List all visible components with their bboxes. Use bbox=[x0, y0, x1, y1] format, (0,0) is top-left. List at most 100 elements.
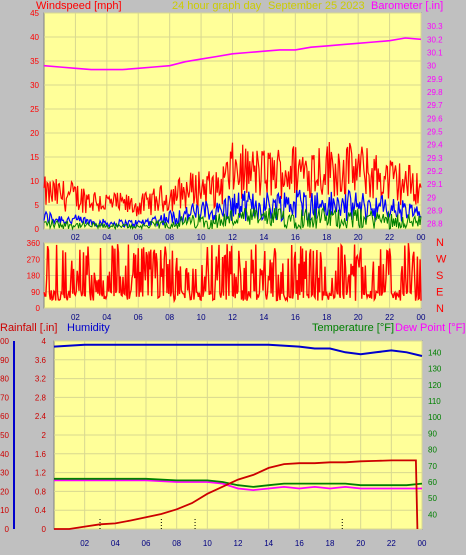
direction-y-tick-label: 180 bbox=[27, 272, 41, 281]
direction-x-tick-label: 00 bbox=[417, 313, 426, 322]
wind-y-tick-label: 0 bbox=[35, 225, 40, 234]
rain-x-tick-label: 00 bbox=[418, 539, 427, 548]
barometer-y-tick-label: 29.1 bbox=[427, 180, 443, 189]
wind-series bbox=[43, 37, 422, 231]
direction-x-tick-label: 16 bbox=[291, 313, 300, 322]
humidity-y-tick-label: 10 bbox=[0, 506, 9, 515]
temp-y-tick-label: 40 bbox=[428, 510, 437, 519]
rain-x-tick-label: 14 bbox=[264, 539, 273, 548]
compass-label: N bbox=[436, 303, 444, 315]
humidity-y-tick-label: 70 bbox=[0, 393, 9, 402]
direction-y-tick-label: 360 bbox=[27, 239, 41, 248]
barometer-y-tick-label: 30.2 bbox=[427, 35, 443, 44]
rain-y-tick-label: 2.8 bbox=[35, 393, 47, 402]
wind-average-line bbox=[43, 189, 422, 229]
humidity-y-tick-label: 80 bbox=[0, 375, 9, 384]
temp-y-tick-label: 130 bbox=[428, 365, 442, 374]
temperature-label: Temperature [°F] bbox=[312, 322, 394, 334]
temperature-line bbox=[54, 477, 423, 488]
rain-y-tick-label: 2 bbox=[42, 431, 47, 440]
rain-temp-axes: 0 010 0.420 0.830 1.240 1.650 260 2.470 2.880 3.2… bbox=[0, 337, 442, 548]
wind-y-tick-label: 5 bbox=[35, 201, 40, 210]
rain-temp-series bbox=[53, 343, 423, 530]
rain-x-tick-label: 04 bbox=[111, 539, 120, 548]
temp-y-tick-label: 60 bbox=[428, 478, 437, 487]
rain-y-tick-label: 2.4 bbox=[35, 412, 47, 421]
wind-y-tick-label: 30 bbox=[30, 81, 39, 90]
wind-x-tick-label: 14 bbox=[259, 233, 268, 242]
temp-y-tick-label: 140 bbox=[428, 348, 442, 357]
barometer-y-tick-label: 30.3 bbox=[427, 22, 443, 31]
humidity-y-tick-label: 90 bbox=[0, 356, 9, 365]
rain-x-tick-label: 06 bbox=[142, 539, 151, 548]
rain-y-tick-label: 1.2 bbox=[35, 469, 47, 478]
barometer-y-tick-label: 29.7 bbox=[427, 101, 443, 110]
wind-y-tick-label: 10 bbox=[30, 177, 39, 186]
direction-x-tick-label: 06 bbox=[134, 313, 143, 322]
rain-y-tick-label: 0.4 bbox=[35, 506, 47, 515]
temp-y-tick-label: 50 bbox=[428, 494, 437, 503]
wind-axes: 0 5 10 15 20 25 30 35 40 45 28.8 28.9 29 29.1 29.2 29.3… bbox=[30, 9, 443, 242]
barometer-y-tick-label: 29.2 bbox=[427, 167, 443, 176]
barometer-title: Barometer [.in] bbox=[371, 0, 443, 12]
direction-x-tick-label: 22 bbox=[385, 313, 394, 322]
temp-y-tick-label: 100 bbox=[428, 413, 442, 422]
wind-x-tick-label: 18 bbox=[322, 233, 331, 242]
rain-y-tick-label: 4 bbox=[42, 337, 47, 346]
wind-y-tick-label: 20 bbox=[30, 129, 39, 138]
humidity-label: Humidity bbox=[67, 322, 110, 334]
rain-x-tick-label: 08 bbox=[172, 539, 181, 548]
rain-y-tick-label: 0 bbox=[42, 525, 47, 534]
rain-y-tick-label: 1.6 bbox=[35, 450, 47, 459]
barometer-y-tick-label: 29.6 bbox=[427, 114, 443, 123]
rain-x-tick-label: 10 bbox=[203, 539, 212, 548]
rain-temp-grid bbox=[54, 340, 423, 530]
direction-y-tick-label: 0 bbox=[36, 304, 41, 313]
dewpoint-label: Dew Point [°F] bbox=[395, 322, 465, 334]
humidity-y-tick-label: 20 bbox=[0, 487, 9, 496]
rain-x-tick-label: 02 bbox=[80, 539, 89, 548]
compass-label: S bbox=[436, 270, 443, 282]
rainfall-label: Rainfall [.in] bbox=[0, 322, 57, 334]
barometer-y-tick-label: 29 bbox=[427, 193, 436, 202]
wind-x-tick-label: 02 bbox=[71, 233, 80, 242]
barometer-y-tick-label: 30.1 bbox=[427, 49, 443, 58]
direction-x-tick-label: 14 bbox=[259, 313, 268, 322]
direction-x-tick-label: 10 bbox=[197, 313, 206, 322]
graph-date: September 25 2023 bbox=[268, 0, 365, 12]
barometer-y-tick-label: 30 bbox=[427, 62, 436, 71]
wind-y-tick-label: 35 bbox=[30, 57, 39, 66]
wind-x-tick-label: 16 bbox=[291, 233, 300, 242]
wind-x-tick-label: 22 bbox=[385, 233, 394, 242]
rain-x-tick-label: 16 bbox=[295, 539, 304, 548]
barometer-y-tick-label: 29.5 bbox=[427, 128, 443, 137]
direction-x-tick-label: 08 bbox=[165, 313, 174, 322]
rain-x-tick-label: 20 bbox=[356, 539, 365, 548]
rainfall-line bbox=[54, 459, 419, 530]
direction-x-tick-label: 02 bbox=[71, 313, 80, 322]
wind-y-tick-label: 25 bbox=[30, 105, 39, 114]
wind-y-tick-label: 40 bbox=[30, 33, 39, 42]
wind-direction-line bbox=[43, 243, 422, 304]
humidity-y-tick-label: 60 bbox=[0, 412, 9, 421]
temp-y-tick-label: 80 bbox=[428, 446, 437, 455]
rain-y-tick-label: 0.8 bbox=[35, 487, 47, 496]
direction-x-tick-label: 04 bbox=[102, 313, 111, 322]
barometer-line bbox=[43, 37, 422, 71]
wind-x-tick-label: 12 bbox=[228, 233, 237, 242]
direction-x-tick-label: 12 bbox=[228, 313, 237, 322]
barometer-y-tick-label: 29.8 bbox=[427, 88, 443, 97]
direction-x-tick-label: 18 bbox=[322, 313, 331, 322]
humidity-y-tick-label: 0 bbox=[5, 525, 10, 534]
dewpoint-line bbox=[54, 479, 422, 492]
barometer-y-tick-label: 28.9 bbox=[427, 207, 443, 216]
windspeed-title: Windspeed [mph] bbox=[36, 0, 122, 12]
wind-low-line bbox=[43, 206, 422, 231]
wind-y-tick-label: 15 bbox=[30, 153, 39, 162]
humidity-y-tick-label: 50 bbox=[0, 431, 9, 440]
barometer-y-tick-label: 29.4 bbox=[427, 141, 443, 150]
graph-period-title: 24 hour graph day bbox=[172, 0, 262, 12]
